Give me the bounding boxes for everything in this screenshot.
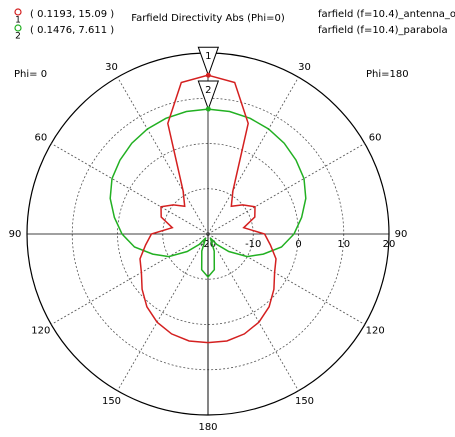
angle-tick-label: 150 — [295, 396, 314, 407]
readout: ( 0.1193, 15.09 ) — [30, 9, 114, 20]
angle-tick-label: 180 — [198, 422, 217, 433]
spoke — [51, 143, 209, 235]
angle-tick-label: 30 — [298, 62, 311, 73]
phi-left-label: Phi= 0 — [14, 69, 47, 80]
angle-tick-label: 120 — [366, 326, 385, 337]
marker-id: 2 — [205, 85, 211, 96]
angle-tick-label: 90 — [9, 229, 22, 240]
marker-triangle — [197, 46, 220, 77]
marker-triangle — [197, 80, 220, 111]
r-tick-label: -10 — [245, 239, 261, 250]
r-tick-label: 20 — [383, 239, 396, 250]
r-tick-label: 10 — [337, 239, 350, 250]
marker-id: 1 — [205, 51, 211, 62]
readout-id: 2 — [15, 32, 21, 42]
phi-right-label: Phi=180 — [366, 69, 409, 80]
readout-icon — [14, 8, 22, 16]
spoke — [207, 233, 299, 391]
readout-id: 1 — [15, 16, 21, 26]
marker-dot — [205, 106, 211, 112]
angle-tick-label: 60 — [34, 133, 47, 144]
r-tick-label: 0 — [295, 239, 301, 250]
series-line — [109, 108, 307, 279]
angle-tick-label: 60 — [369, 133, 382, 144]
readout-icon — [14, 24, 22, 32]
angle-tick-label: 30 — [105, 62, 118, 73]
angle-tick-label: 150 — [102, 396, 121, 407]
readout: ( 0.1476, 7.611 ) — [30, 25, 114, 36]
chart-title: Farfield Directivity Abs (Phi=0) — [131, 13, 285, 24]
angle-tick-label: 120 — [31, 326, 50, 337]
legend-entry: farfield (f=10.4)_parabola — [318, 25, 448, 36]
marker-dot — [205, 72, 211, 78]
angle-tick-label: 90 — [395, 229, 408, 240]
legend-entry: farfield (f=10.4)_antenna_only — [318, 9, 455, 20]
spoke — [117, 77, 209, 235]
series-line — [139, 74, 277, 344]
